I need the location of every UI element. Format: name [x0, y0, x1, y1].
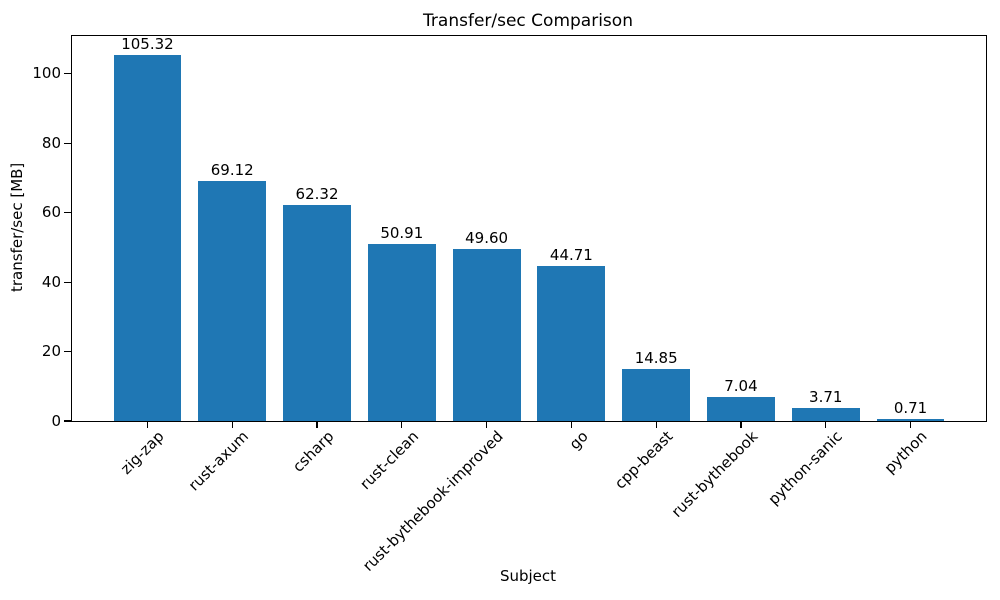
y-axis-label: transfer/sec [MB]	[8, 162, 26, 293]
x-tick-label: python	[880, 427, 931, 478]
x-tick-label: zig-zap	[116, 427, 168, 478]
bar	[707, 396, 775, 421]
y-tick-mark	[64, 350, 71, 353]
bar-value-label: 0.71	[893, 398, 928, 417]
y-tick-label: 20	[41, 342, 61, 361]
x-tick-mark	[316, 422, 318, 428]
bar	[198, 181, 267, 421]
bar-value-label: 50.91	[380, 224, 424, 243]
bar	[283, 204, 351, 421]
bar	[452, 248, 521, 421]
x-tick-label: go	[565, 427, 592, 454]
bar	[622, 369, 691, 421]
x-tick-mark	[655, 422, 657, 428]
bar-value-label: 7.04	[724, 376, 758, 395]
bar-value-label: 49.60	[465, 228, 509, 247]
x-tick-label: rust-bythebook-improved	[359, 427, 507, 575]
x-tick-mark	[231, 422, 233, 428]
y-tick-mark	[64, 142, 71, 144]
bar	[113, 55, 182, 421]
x-tick-mark	[740, 422, 742, 428]
y-tick-mark	[64, 212, 71, 214]
x-tick-mark	[825, 422, 827, 428]
x-tick-mark	[146, 422, 149, 428]
x-tick-mark	[570, 422, 572, 428]
bar-value-label: 3.71	[809, 388, 843, 407]
x-tick-label: csharp	[288, 427, 338, 476]
x-axis-label: Subject	[499, 567, 557, 585]
y-tick-label: 80	[41, 133, 61, 152]
y-tick-mark	[64, 73, 71, 75]
bar-value-label: 69.12	[210, 161, 254, 180]
bar-value-label: 44.71	[549, 245, 593, 264]
bar	[876, 418, 945, 421]
x-tick-mark	[486, 422, 488, 428]
y-tick-label: 100	[32, 64, 61, 83]
bar-value-label: 62.32	[295, 184, 339, 203]
bar	[537, 265, 606, 421]
plot-area: 0 20 40 60 80 100 105.32 zig-zap 69.12 rust-axum 6…	[32, 35, 987, 575]
y-tick-mark	[64, 420, 71, 422]
y-tick-label: 0	[51, 411, 61, 430]
y-tick-mark	[64, 281, 71, 283]
x-tick-label: rust-axum	[185, 427, 253, 495]
x-tick-mark	[401, 422, 403, 428]
x-tick-label: python-sanic	[764, 427, 846, 509]
chart-title: Transfer/sec Comparison	[423, 11, 633, 31]
x-tick-label: rust-bythebook	[667, 427, 761, 521]
y-tick-label: 60	[41, 203, 61, 222]
bar-value-label: 14.85	[634, 349, 678, 368]
x-tick-label: rust-clean	[355, 427, 422, 494]
bar	[791, 408, 860, 421]
bar-value-label: 105.32	[121, 35, 174, 54]
x-tick-mark	[909, 422, 912, 428]
y-tick-label: 40	[41, 272, 61, 291]
bar	[367, 244, 436, 421]
x-tick-label: cpp-beast	[610, 427, 677, 493]
